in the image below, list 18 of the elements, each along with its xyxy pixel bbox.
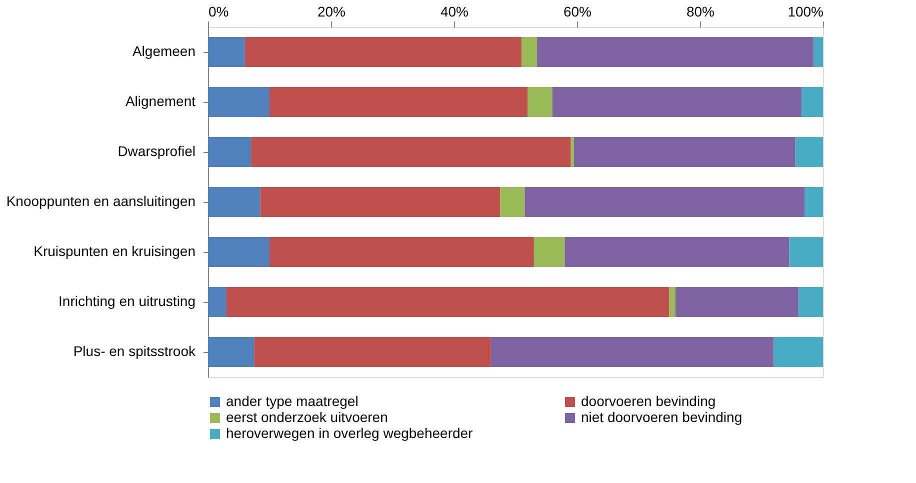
y-tick-label: Kruispunten en kruisingen (34, 243, 196, 259)
x-tick-label: 80% (686, 4, 715, 20)
y-tick-label: Knooppunten en aansluitingen (6, 193, 196, 209)
x-tick-label: 100% (788, 4, 824, 20)
x-tick-label: 20% (317, 4, 346, 20)
y-tick-label: Plus- en spitsstrook (73, 343, 196, 359)
legend-label: niet doorvoeren bevinding (581, 409, 742, 425)
y-tick-label: Inrichting en uitrusting (58, 293, 196, 309)
x-tick-label: 0% (208, 4, 229, 20)
legend-label: eerst onderzoek uitvoeren (226, 409, 388, 425)
legend-label: doorvoeren bevinding (581, 393, 716, 409)
legend-label: ander type maatregel (226, 393, 358, 409)
y-tick-label: Alignement (125, 93, 196, 109)
x-tick-label: 40% (440, 4, 469, 20)
legend-label: heroverwegen in overleg wegbeheerder (226, 425, 474, 441)
x-tick-label: 60% (563, 4, 592, 20)
y-tick-label: Algemeen (132, 43, 196, 59)
y-tick-label: Dwarsprofiel (118, 143, 196, 159)
